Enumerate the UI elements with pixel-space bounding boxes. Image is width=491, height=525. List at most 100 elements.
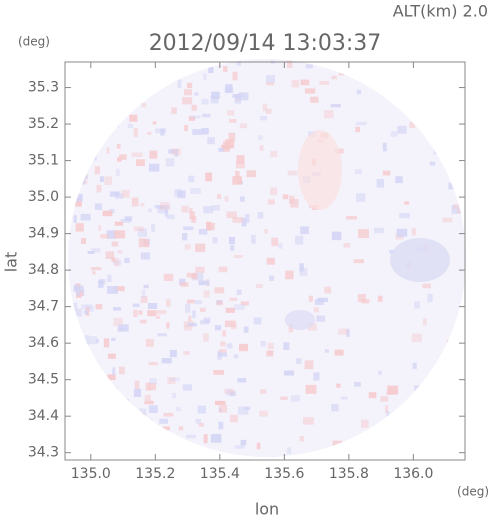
speckle [459,397,466,407]
speckle [395,176,403,184]
speckle [183,325,192,331]
speckle [262,103,268,112]
speckle [118,366,125,375]
speckle [120,432,125,441]
speckle [225,139,235,149]
speckle [144,400,154,405]
speckle [225,307,235,313]
speckle [211,205,220,211]
speckle [304,360,314,370]
speckle [234,95,242,104]
speckle [272,456,278,457]
speckle [140,252,150,260]
speckle [163,444,172,452]
speckle [368,392,377,399]
speckle [259,389,267,394]
speckle [163,273,174,281]
speckle [185,434,196,439]
speckle [197,405,206,414]
speckle [299,263,304,272]
speckle [214,287,225,294]
speckle [201,127,209,135]
speckle [103,68,111,75]
speckle [225,84,233,93]
speckle [70,178,74,185]
speckle [416,427,421,434]
speckle [77,102,84,112]
speckle [331,231,342,241]
x-unit: (deg) [457,485,489,499]
speckle [305,64,313,69]
speckle [376,452,383,456]
speckle [449,405,454,412]
speckle [229,297,238,301]
speckle [87,250,95,255]
speckle [217,352,227,357]
speckle [316,315,326,322]
speckle [193,449,205,457]
speckle [148,405,158,414]
speckle [99,176,104,183]
speckle [90,362,98,368]
speckle [144,239,150,248]
speckle [114,258,120,267]
speckle [214,400,226,406]
speckle [90,267,102,271]
speckle [136,159,145,167]
speckle [446,339,455,344]
speckle [149,429,157,434]
speckle [94,166,101,175]
speckle [238,92,249,101]
speckle [147,131,152,135]
x-tick-label: 135.4 [200,466,240,482]
speckle [464,356,466,361]
speckle [167,377,176,384]
speckle [453,203,465,209]
speckle [95,304,103,310]
speckle [433,147,442,155]
speckle [92,152,97,161]
speckle [442,217,453,223]
speckle [172,436,179,441]
speckle [168,149,178,154]
speckle [161,429,169,438]
speckle [93,80,98,87]
speckle [182,384,192,391]
speckle [256,442,261,450]
speckle [76,175,86,185]
speckle [141,289,146,299]
y-tick-label: 34.4 [28,408,59,424]
speckle [288,324,294,333]
y-tick-label: 35.3 [28,80,59,96]
patch [390,238,450,282]
speckle [431,378,436,386]
speckle [190,115,201,119]
speckle [390,131,398,137]
speckle [147,303,158,310]
speckle [355,193,366,202]
speckle [216,457,220,463]
speckle [229,119,237,123]
speckle [397,125,407,134]
speckle [264,229,268,234]
speckle [269,275,275,281]
speckle [113,260,122,266]
speckle [138,310,143,315]
speckle [79,425,88,430]
speckle [171,107,177,114]
speckle [103,83,109,89]
speckle [112,367,116,376]
speckle [217,350,222,360]
speckle [385,411,390,417]
speckle [382,170,391,176]
speckle [203,73,207,80]
speckle [188,175,195,183]
speckle [124,257,130,263]
speckle [95,400,104,405]
speckle [295,358,302,364]
x-tick-label: 135.6 [264,466,304,482]
speckle [251,234,256,244]
speckle [356,89,362,95]
speckle [72,308,82,317]
speckle [300,79,310,86]
